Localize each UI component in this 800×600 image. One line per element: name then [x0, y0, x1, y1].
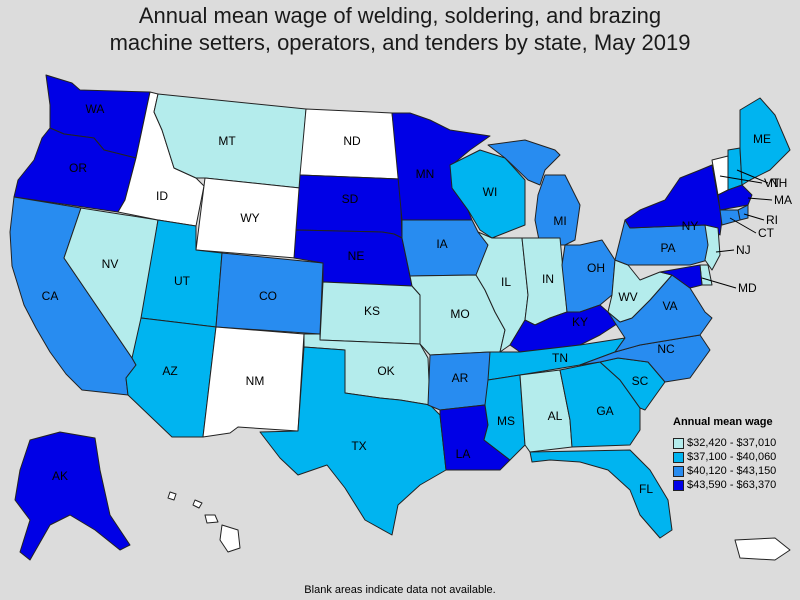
- state-label-nd: ND: [343, 134, 361, 148]
- legend-label-4: $43,590 - $63,370: [687, 479, 777, 491]
- title-line-1: Annual mean wage of welding, soldering, …: [138, 3, 662, 28]
- legend-swatch-2: [673, 451, 684, 463]
- state-label-mt: MT: [218, 134, 236, 148]
- state-label-me: ME: [753, 132, 771, 146]
- state-label-ne: NE: [348, 249, 365, 263]
- legend-item-4: $43,590 - $63,370: [673, 478, 800, 492]
- state-label-sd: SD: [342, 192, 359, 206]
- state-label-nj: NJ: [736, 243, 751, 257]
- state-wi: [449, 149, 526, 239]
- state-label-ar: AR: [452, 371, 469, 385]
- state-fl: [529, 449, 673, 539]
- state-label-il: IL: [501, 275, 511, 289]
- title-line-2: machine setters, operators, and tenders …: [109, 30, 691, 55]
- state-ct: [719, 209, 741, 226]
- state-label-la: LA: [456, 447, 471, 461]
- state-label-ky: KY: [572, 315, 588, 329]
- legend-item-1: $32,420 - $37,010: [673, 436, 800, 450]
- state-label-co: CO: [259, 289, 277, 303]
- legend-item-2: $37,100 - $40,060: [673, 450, 800, 464]
- state-ms: [483, 374, 526, 461]
- state-ny: [624, 164, 723, 236]
- state-label-nv: NV: [102, 257, 119, 271]
- state-label-ga: GA: [596, 404, 613, 418]
- leader-line-ri: [743, 213, 765, 221]
- legend-label-1: $32,420 - $37,010: [687, 437, 777, 449]
- leader-line-ma: [747, 197, 773, 201]
- state-sd: [295, 174, 403, 239]
- state-label-md: MD: [738, 281, 757, 295]
- state-label-mo: MO: [450, 307, 469, 321]
- state-label-ms: MS: [497, 414, 515, 428]
- state-pr: [734, 537, 791, 561]
- state-label-nm: NM: [246, 374, 265, 388]
- state-label-ut: UT: [174, 274, 191, 288]
- legend-swatch-1: [673, 437, 684, 449]
- state-label-id: ID: [156, 189, 168, 203]
- legend-title: Annual mean wage: [673, 416, 773, 428]
- state-label-nh: NH: [770, 176, 787, 190]
- state-label-mn: MN: [416, 167, 435, 181]
- state-label-az: AZ: [162, 364, 177, 378]
- state-label-nc: NC: [657, 342, 675, 356]
- state-label-or: OR: [69, 161, 87, 175]
- legend-label-2: $37,100 - $40,060: [687, 451, 777, 463]
- state-label-fl: FL: [639, 482, 653, 496]
- state-label-al: AL: [548, 409, 563, 423]
- state-label-in: IN: [542, 272, 554, 286]
- state-label-ca: CA: [42, 289, 59, 303]
- state-label-va: VA: [662, 299, 677, 313]
- leader-line-ct: [729, 217, 757, 234]
- state-label-ks: KS: [364, 304, 380, 318]
- state-label-ia: IA: [436, 237, 447, 251]
- leader-line-nj: [715, 249, 735, 253]
- chart-title: Annual mean wage of welding, soldering, …: [0, 2, 800, 56]
- state-label-ct: CT: [758, 226, 775, 240]
- state-hi: [167, 491, 241, 553]
- legend-swatch-3: [673, 465, 684, 477]
- state-oh: [561, 239, 616, 313]
- state-label-vt: VT: [764, 176, 780, 190]
- state-tx: [259, 346, 447, 536]
- state-label-ak: AK: [52, 469, 68, 483]
- state-label-tx: TX: [351, 439, 366, 453]
- state-label-ri: RI: [766, 213, 778, 227]
- footnote: Blank areas indicate data not available.: [304, 584, 496, 596]
- state-nj: [704, 224, 721, 271]
- state-label-ny: NY: [682, 219, 699, 233]
- legend-item-3: $40,120 - $43,150: [673, 464, 800, 478]
- legend-label-3: $40,120 - $43,150: [687, 465, 777, 477]
- state-label-oh: OH: [587, 261, 605, 275]
- legend: Annual mean wage $32,420 - $37,010 $37,1…: [673, 416, 800, 492]
- leader-line-nh: [736, 169, 769, 184]
- state-ak: [14, 431, 131, 561]
- state-md: [659, 264, 703, 289]
- state-label-ok: OK: [377, 364, 394, 378]
- state-label-wi: WI: [483, 185, 498, 199]
- leader-line-vt: [719, 175, 763, 184]
- state-label-sc: SC: [632, 374, 649, 388]
- leader-line-md: [701, 277, 737, 289]
- state-label-mi: MI: [553, 214, 566, 228]
- legend-swatch-4: [673, 479, 684, 491]
- state-me: [739, 97, 791, 186]
- state-label-wv: WV: [618, 290, 637, 304]
- state-label-pa: PA: [660, 241, 675, 255]
- state-label-wa: WA: [86, 102, 105, 116]
- state-label-tn: TN: [552, 351, 568, 365]
- state-label-wy: WY: [240, 211, 259, 225]
- state-label-ma: MA: [774, 193, 792, 207]
